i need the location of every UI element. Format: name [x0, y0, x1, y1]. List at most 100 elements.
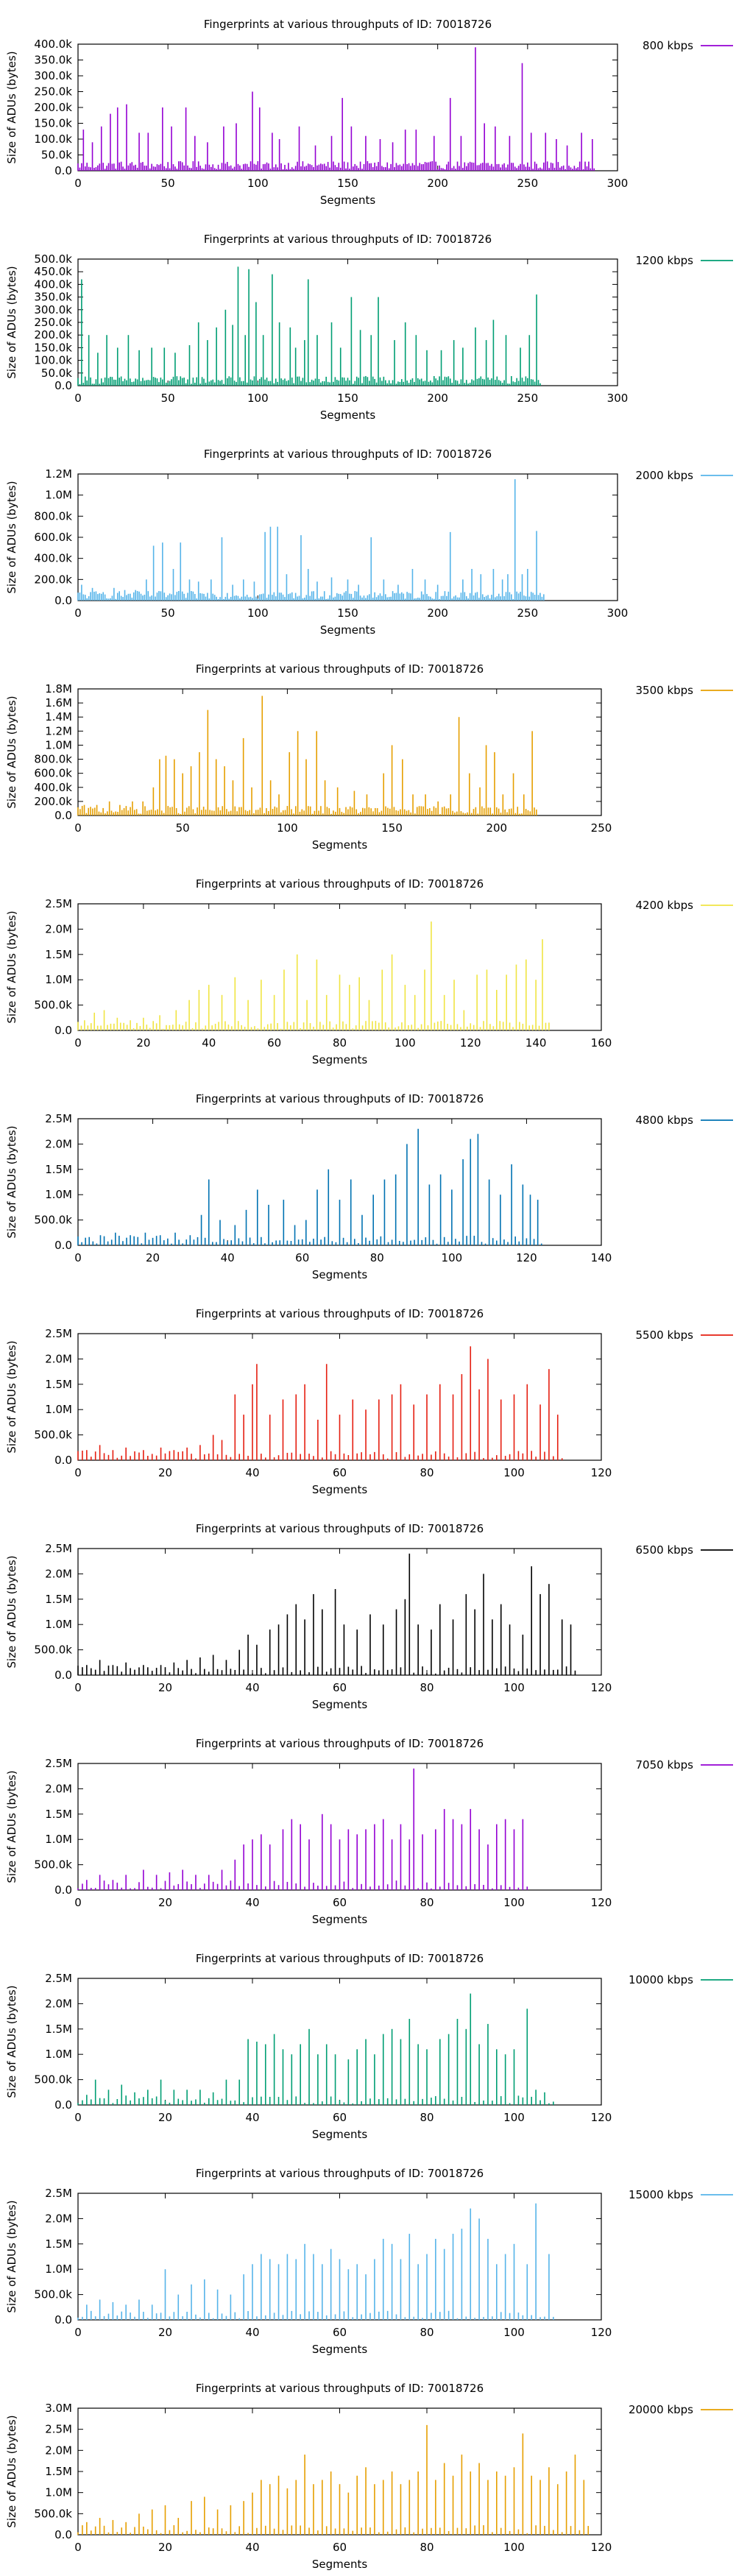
plot-frame	[77, 43, 618, 171]
y-tick-label: 50.0k	[41, 367, 72, 380]
x-tick-label: 40	[202, 1036, 216, 1050]
x-tick-label: 80	[370, 1251, 384, 1264]
y-tick-label: 350.0k	[34, 54, 72, 67]
y-tick-label: 250.0k	[34, 316, 72, 329]
series-0	[77, 1553, 576, 1675]
y-tick-label: 1.8M	[45, 682, 72, 696]
x-tick-label: 120	[591, 1896, 612, 1909]
x-tick-label: 60	[333, 2111, 347, 2124]
x-tick-label: 200	[427, 606, 448, 620]
legend-label: 20000 kbps	[629, 2403, 693, 2416]
chart-panel-7: Fingerprints at various throughputs of I…	[5, 1522, 733, 1711]
x-tick-label: 40	[221, 1251, 235, 1264]
y-tick-label: 600.0k	[34, 767, 72, 780]
y-axis-label: Size of ADUs (bytes)	[5, 1555, 18, 1668]
y-tick-label: 0.0	[54, 1883, 72, 1897]
y-tick-label: 0.0	[54, 809, 72, 822]
series-0	[77, 696, 537, 815]
y-tick-label: 500.0k	[34, 1858, 72, 1872]
x-tick-label: 60	[267, 1036, 281, 1050]
y-tick-label: 1.0M	[45, 2262, 72, 2276]
y-tick-label: 1.6M	[45, 696, 72, 710]
x-axis-label: Segments	[312, 838, 368, 852]
x-tick-label: 0	[74, 1681, 82, 1694]
x-tick-label: 20	[158, 1466, 172, 1479]
y-tick-label: 500.0k	[34, 1429, 72, 1442]
chart-title: Fingerprints at various throughputs of I…	[196, 1092, 484, 1105]
y-tick-label: 150.0k	[34, 341, 72, 354]
chart-panel-9: Fingerprints at various throughputs of I…	[5, 1952, 733, 2141]
y-tick-label: 1.4M	[45, 710, 72, 723]
x-tick-label: 0	[74, 821, 82, 835]
y-tick-label: 1.5M	[45, 1378, 72, 1391]
y-tick-label: 2.5M	[45, 897, 72, 910]
x-tick-label: 200	[427, 392, 448, 405]
y-tick-label: 2.5M	[45, 1757, 72, 1770]
x-tick-label: 120	[591, 2111, 612, 2124]
y-tick-label: 2.5M	[45, 2187, 72, 2200]
y-tick-label: 200.0k	[34, 573, 72, 586]
x-tick-label: 0	[74, 1251, 82, 1264]
x-tick-label: 60	[333, 2326, 347, 2339]
y-tick-label: 2.5M	[45, 1972, 72, 1985]
x-tick-label: 300	[607, 606, 629, 620]
y-tick-label: 150.0k	[34, 117, 72, 130]
x-tick-label: 150	[381, 821, 403, 835]
x-tick-label: 0	[74, 1466, 82, 1479]
x-tick-label: 100	[277, 821, 298, 835]
y-axis-label: Size of ADUs (bytes)	[5, 1985, 18, 2098]
x-tick-label: 60	[333, 1681, 347, 1694]
x-tick-label: 40	[245, 1466, 259, 1479]
y-tick-label: 300.0k	[34, 303, 72, 316]
y-tick-label: 1.5M	[45, 948, 72, 961]
x-tick-label: 250	[517, 177, 539, 190]
y-tick-label: 1.2M	[45, 467, 72, 481]
legend-label: 800 kbps	[643, 39, 693, 52]
y-tick-label: 1.5M	[45, 2023, 72, 2036]
x-tick-label: 140	[526, 1036, 547, 1050]
y-tick-label: 0.0	[54, 2098, 72, 2112]
y-tick-label: 200.0k	[34, 795, 72, 808]
x-tick-label: 120	[460, 1036, 481, 1050]
y-axis-label: Size of ADUs (bytes)	[5, 51, 18, 163]
y-tick-label: 2.5M	[45, 1327, 72, 1340]
x-tick-label: 250	[517, 392, 539, 405]
y-tick-label: 0.0	[54, 379, 72, 392]
x-tick-label: 60	[333, 1896, 347, 1909]
x-tick-label: 120	[591, 1466, 612, 1479]
x-tick-label: 0	[74, 177, 82, 190]
chart-title: Fingerprints at various throughputs of I…	[196, 662, 484, 676]
x-axis-label: Segments	[312, 2128, 368, 2141]
x-tick-label: 100	[503, 2541, 525, 2554]
x-tick-label: 120	[591, 1681, 612, 1694]
y-tick-label: 1.0M	[45, 738, 72, 751]
y-tick-label: 500.0k	[34, 2288, 72, 2301]
series-0	[77, 2424, 590, 2535]
y-tick-label: 500.0k	[34, 1643, 72, 1657]
x-tick-label: 150	[337, 392, 358, 405]
x-tick-label: 200	[427, 177, 448, 190]
y-tick-label: 350.0k	[34, 291, 72, 304]
x-tick-label: 40	[245, 1681, 259, 1694]
x-tick-label: 100	[503, 1681, 525, 1694]
y-tick-label: 1.0M	[45, 2486, 72, 2499]
x-tick-label: 80	[420, 2326, 434, 2339]
y-tick-label: 0.0	[54, 1239, 72, 1252]
chart-title: Fingerprints at various throughputs of I…	[196, 877, 484, 891]
legend-label: 5500 kbps	[636, 1328, 694, 1342]
x-tick-label: 80	[420, 2111, 434, 2124]
x-tick-label: 0	[74, 1036, 82, 1050]
x-tick-label: 0	[74, 2111, 82, 2124]
y-axis-label: Size of ADUs (bytes)	[5, 1770, 18, 1883]
y-tick-label: 2.5M	[45, 2423, 72, 2436]
y-axis-label: Size of ADUs (bytes)	[5, 910, 18, 1023]
chart-panel-6: Fingerprints at various throughputs of I…	[5, 1307, 733, 1496]
x-tick-label: 60	[295, 1251, 309, 1264]
x-axis-label: Segments	[312, 1913, 368, 1926]
x-tick-label: 50	[161, 392, 175, 405]
y-tick-label: 2.0M	[45, 2212, 72, 2225]
y-tick-label: 0.0	[54, 1454, 72, 1467]
y-tick-label: 1.0M	[45, 973, 72, 986]
legend-label: 6500 kbps	[636, 1543, 694, 1557]
